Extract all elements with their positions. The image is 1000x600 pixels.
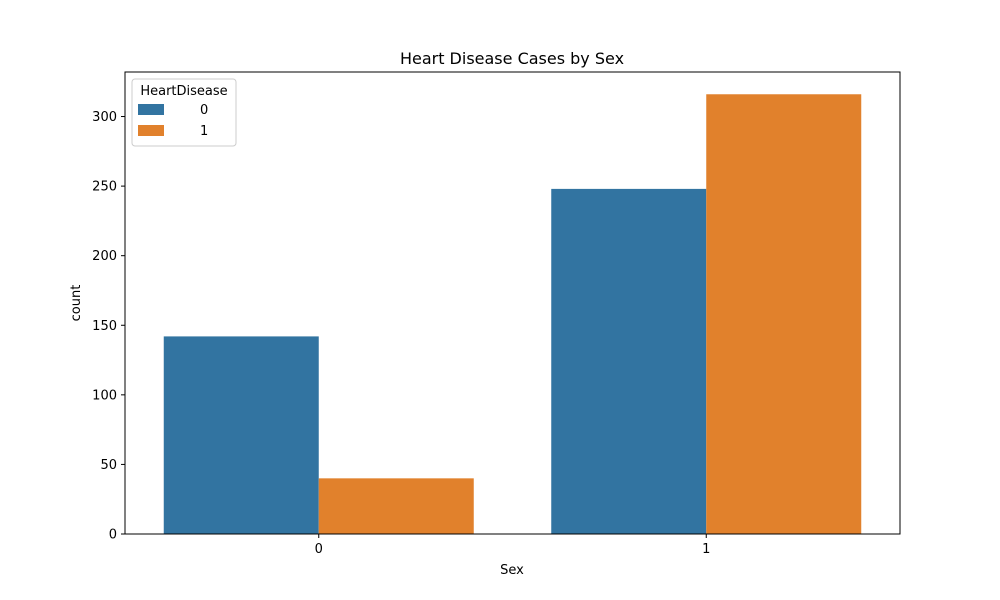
bar-sex-1-heartdisease-1 — [706, 94, 862, 534]
x-axis-label: Sex — [500, 563, 524, 578]
y-axis: 0 50 100 150 200 250 300 — [92, 110, 125, 543]
legend-label-1: 1 — [200, 124, 208, 139]
bar-sex-0-heartdisease-1 — [318, 478, 474, 534]
y-axis-label: count — [69, 285, 84, 322]
x-tick-label: 0 — [315, 542, 323, 557]
y-tick-label: 0 — [109, 528, 117, 543]
y-tick-label: 100 — [92, 388, 117, 403]
y-tick-label: 200 — [92, 249, 117, 264]
bars-layer — [163, 94, 862, 534]
bar-sex-1-heartdisease-0 — [551, 188, 707, 534]
y-tick-label: 50 — [100, 458, 117, 473]
legend-label-0: 0 — [200, 103, 208, 118]
chart-title: Heart Disease Cases by Sex — [400, 49, 624, 68]
plot-frame — [124, 71, 901, 535]
y-tick-label: 300 — [92, 110, 117, 125]
y-tick-label: 250 — [92, 180, 117, 195]
legend-swatch-0 — [138, 104, 164, 115]
bar-sex-0-heartdisease-0 — [163, 336, 319, 534]
legend: HeartDisease 0 1 — [131, 78, 237, 147]
legend-swatch-1 — [138, 125, 164, 136]
legend-title: HeartDisease — [140, 84, 227, 99]
x-tick-label: 1 — [702, 542, 710, 557]
y-tick-label: 150 — [92, 319, 117, 334]
